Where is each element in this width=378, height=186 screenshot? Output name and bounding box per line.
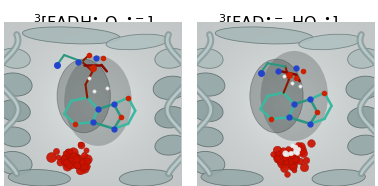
- Ellipse shape: [57, 59, 110, 133]
- Ellipse shape: [250, 59, 303, 133]
- Text: $^{3}$[FADH$^{\bullet}$-O$_{2}$$^{\bullet -}$]: $^{3}$[FADH$^{\bullet}$-O$_{2}$$^{\bulle…: [33, 13, 153, 34]
- Text: $^{3}$[FAD$^{\bullet -}$-HO$_{2}$$^{\bullet}$]: $^{3}$[FAD$^{\bullet -}$-HO$_{2}$$^{\bul…: [218, 13, 338, 34]
- Ellipse shape: [191, 100, 223, 122]
- Ellipse shape: [8, 170, 70, 186]
- Ellipse shape: [348, 48, 378, 68]
- Ellipse shape: [106, 34, 168, 50]
- Ellipse shape: [299, 34, 361, 50]
- Ellipse shape: [119, 170, 172, 186]
- Ellipse shape: [312, 170, 365, 186]
- Ellipse shape: [0, 100, 30, 122]
- Ellipse shape: [346, 76, 378, 100]
- Ellipse shape: [191, 48, 223, 68]
- Ellipse shape: [348, 107, 378, 128]
- Ellipse shape: [155, 48, 187, 68]
- Ellipse shape: [348, 135, 378, 155]
- Ellipse shape: [191, 127, 223, 147]
- Ellipse shape: [155, 135, 187, 155]
- Ellipse shape: [0, 151, 32, 175]
- Ellipse shape: [153, 76, 188, 100]
- Ellipse shape: [0, 48, 30, 68]
- Ellipse shape: [190, 151, 225, 175]
- Ellipse shape: [155, 107, 187, 128]
- Ellipse shape: [215, 27, 313, 44]
- Ellipse shape: [260, 51, 328, 141]
- Ellipse shape: [201, 170, 263, 186]
- Ellipse shape: [189, 73, 225, 96]
- Ellipse shape: [23, 27, 120, 44]
- Ellipse shape: [0, 127, 30, 147]
- Ellipse shape: [64, 56, 132, 146]
- Ellipse shape: [0, 73, 32, 96]
